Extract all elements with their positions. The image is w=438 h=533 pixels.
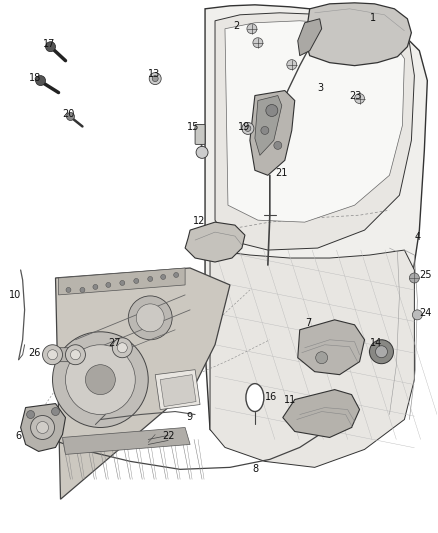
- Text: 19: 19: [238, 123, 250, 133]
- Circle shape: [66, 287, 71, 293]
- Circle shape: [173, 272, 179, 278]
- Polygon shape: [283, 390, 360, 438]
- Circle shape: [112, 338, 132, 358]
- Circle shape: [48, 350, 57, 360]
- Circle shape: [196, 147, 208, 158]
- Circle shape: [53, 332, 148, 427]
- Text: 9: 9: [186, 411, 192, 422]
- Text: 1: 1: [370, 13, 376, 23]
- Circle shape: [253, 38, 263, 47]
- Circle shape: [375, 346, 388, 358]
- Polygon shape: [56, 268, 230, 499]
- Text: 21: 21: [275, 168, 287, 179]
- Circle shape: [66, 345, 135, 415]
- Polygon shape: [225, 21, 404, 222]
- Text: 4: 4: [414, 232, 420, 242]
- Circle shape: [242, 123, 254, 134]
- Circle shape: [370, 340, 393, 364]
- Circle shape: [316, 352, 328, 364]
- Text: 8: 8: [252, 464, 258, 474]
- Polygon shape: [21, 403, 66, 451]
- Circle shape: [80, 287, 85, 293]
- Circle shape: [261, 126, 269, 134]
- Polygon shape: [59, 268, 185, 295]
- Text: 15: 15: [187, 123, 199, 133]
- Polygon shape: [255, 95, 282, 155]
- Circle shape: [27, 410, 35, 418]
- Text: 16: 16: [265, 392, 277, 401]
- Text: 3: 3: [318, 83, 324, 93]
- Circle shape: [42, 345, 63, 365]
- Circle shape: [245, 125, 251, 132]
- Polygon shape: [63, 427, 190, 455]
- Text: 26: 26: [28, 348, 41, 358]
- Text: 7: 7: [305, 318, 311, 328]
- Circle shape: [85, 365, 115, 394]
- Circle shape: [355, 94, 364, 103]
- Polygon shape: [205, 5, 427, 449]
- Text: 24: 24: [419, 308, 432, 318]
- Polygon shape: [160, 375, 196, 407]
- Circle shape: [46, 42, 56, 52]
- Text: 10: 10: [9, 290, 21, 300]
- Polygon shape: [185, 222, 245, 262]
- Circle shape: [152, 76, 158, 82]
- Circle shape: [287, 60, 297, 70]
- Circle shape: [120, 280, 125, 286]
- Polygon shape: [155, 370, 200, 409]
- Circle shape: [134, 278, 139, 284]
- Circle shape: [35, 76, 46, 86]
- Text: 25: 25: [419, 270, 432, 280]
- Text: 2: 2: [233, 21, 239, 31]
- Ellipse shape: [246, 384, 264, 411]
- Text: 11: 11: [284, 394, 296, 405]
- Polygon shape: [250, 91, 295, 175]
- Circle shape: [266, 104, 278, 117]
- Circle shape: [136, 304, 164, 332]
- Circle shape: [37, 422, 49, 433]
- Circle shape: [161, 274, 166, 279]
- Text: 14: 14: [370, 338, 382, 348]
- Text: 20: 20: [63, 109, 75, 118]
- Circle shape: [413, 310, 422, 320]
- Circle shape: [71, 350, 81, 360]
- FancyBboxPatch shape: [49, 348, 78, 362]
- Text: 13: 13: [148, 69, 160, 79]
- Circle shape: [31, 416, 54, 439]
- Circle shape: [67, 112, 74, 120]
- Polygon shape: [298, 19, 321, 55]
- Circle shape: [66, 345, 85, 365]
- Circle shape: [149, 72, 161, 85]
- Circle shape: [148, 277, 153, 281]
- FancyBboxPatch shape: [195, 124, 205, 144]
- Circle shape: [274, 141, 282, 149]
- Circle shape: [410, 273, 419, 283]
- Circle shape: [128, 296, 172, 340]
- Polygon shape: [215, 13, 414, 250]
- Polygon shape: [210, 250, 414, 467]
- Circle shape: [52, 408, 60, 416]
- Text: 17: 17: [42, 39, 55, 49]
- Text: 18: 18: [28, 72, 41, 83]
- Circle shape: [247, 24, 257, 34]
- Polygon shape: [305, 3, 411, 66]
- Circle shape: [106, 282, 111, 287]
- Circle shape: [117, 343, 127, 353]
- Circle shape: [93, 285, 98, 289]
- Polygon shape: [298, 320, 364, 375]
- Text: 6: 6: [16, 432, 22, 441]
- Text: 27: 27: [108, 338, 121, 348]
- Text: 22: 22: [162, 432, 175, 441]
- Text: 12: 12: [193, 216, 205, 226]
- Text: 23: 23: [350, 91, 362, 101]
